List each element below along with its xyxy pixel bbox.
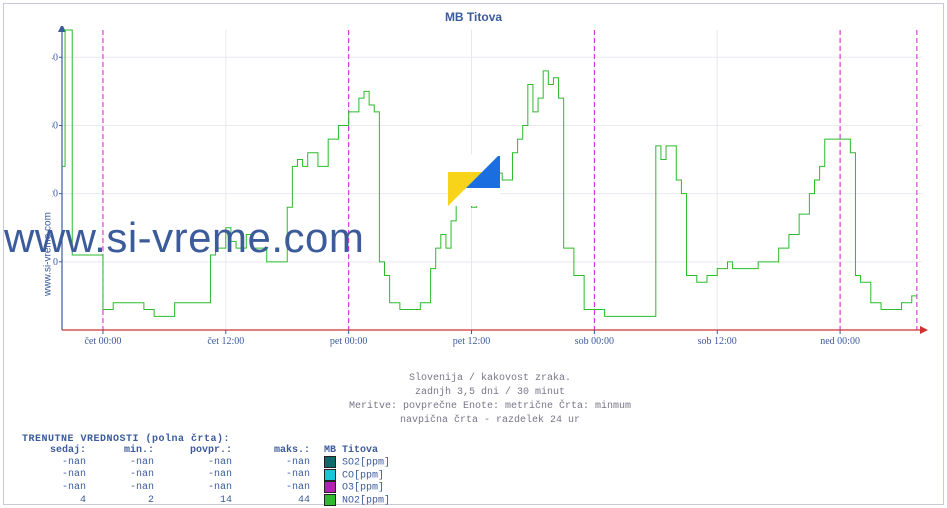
legend-series-label: O3[ppm] [342,483,384,494]
svg-text:pet 00:00: pet 00:00 [330,336,368,347]
legend-header: min.: [90,445,158,456]
legend-value: -nan [236,469,314,482]
legend-series: SO2[ppm] [314,456,508,469]
legend-value: -nan [158,481,236,494]
legend-value: 2 [90,494,158,507]
legend-series: CO[ppm] [314,469,508,482]
legend-value: 4 [22,494,90,507]
legend-series-label: SO2[ppm] [342,458,390,469]
svg-text:pet 12:00: pet 12:00 [453,336,491,347]
legend-series: NO2[ppm] [314,494,508,507]
legend-header: sedaj: [22,445,90,456]
legend-swatch-icon [324,481,336,493]
legend-value: -nan [90,456,158,469]
legend-value: -nan [22,481,90,494]
chart-title: MB Titova [4,10,943,24]
svg-text:ned 00:00: ned 00:00 [820,336,860,347]
legend-value: -nan [90,481,158,494]
legend-swatch-icon [324,456,336,468]
legend-value: 14 [158,494,236,507]
svg-text:20: 20 [52,189,58,200]
legend-table: TRENUTNE VREDNOSTI (polna črta): sedaj:m… [22,434,508,507]
legend-value: -nan [236,481,314,494]
svg-text:čet 00:00: čet 00:00 [84,336,121,347]
legend-value: -nan [236,456,314,469]
caption-line: Slovenija / kakovost zraka. [52,372,928,386]
chart-caption: Slovenija / kakovost zraka. zadnjh 3,5 d… [52,372,928,428]
legend-value: -nan [22,469,90,482]
chart-frame: www.si-vreme.com MB Titova 10203040čet 0… [3,3,944,505]
legend-header: maks.: [236,445,314,456]
legend-value: -nan [90,469,158,482]
legend-header: povpr.: [158,445,236,456]
caption-line: Meritve: povprečne Enote: metrične Črta:… [52,400,928,414]
legend-series: O3[ppm] [314,481,508,494]
svg-text:čet 12:00: čet 12:00 [207,336,244,347]
svg-text:sob 12:00: sob 12:00 [698,336,737,347]
legend-value: -nan [158,456,236,469]
svg-text:40: 40 [52,52,58,63]
legend-title: TRENUTNE VREDNOSTI (polna črta): [22,434,508,445]
svg-text:sob 00:00: sob 00:00 [575,336,614,347]
legend-series-label: NO2[ppm] [342,496,390,507]
watermark-text: www.si-vreme.com [4,214,943,262]
caption-line: zadnjh 3,5 dni / 30 minut [52,386,928,400]
legend-value: -nan [22,456,90,469]
legend-value: -nan [158,469,236,482]
legend-value: 44 [236,494,314,507]
legend-swatch-icon [324,494,336,506]
caption-line: navpična črta - razdelek 24 ur [52,414,928,428]
legend-swatch-icon [324,469,336,481]
svg-text:30: 30 [52,120,58,131]
legend-header: MB Titova [314,445,508,456]
site-logo-icon [448,154,500,206]
legend-series-label: CO[ppm] [342,470,384,481]
